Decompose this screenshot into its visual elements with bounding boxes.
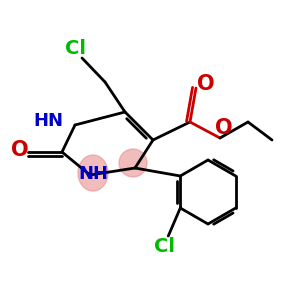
- Text: Cl: Cl: [65, 38, 86, 58]
- Text: HN: HN: [33, 112, 63, 130]
- Text: Cl: Cl: [154, 236, 175, 256]
- Circle shape: [119, 149, 147, 177]
- Ellipse shape: [78, 155, 108, 191]
- Text: NH: NH: [78, 165, 108, 183]
- Text: O: O: [197, 74, 215, 94]
- Text: O: O: [215, 118, 233, 138]
- Text: O: O: [11, 140, 29, 160]
